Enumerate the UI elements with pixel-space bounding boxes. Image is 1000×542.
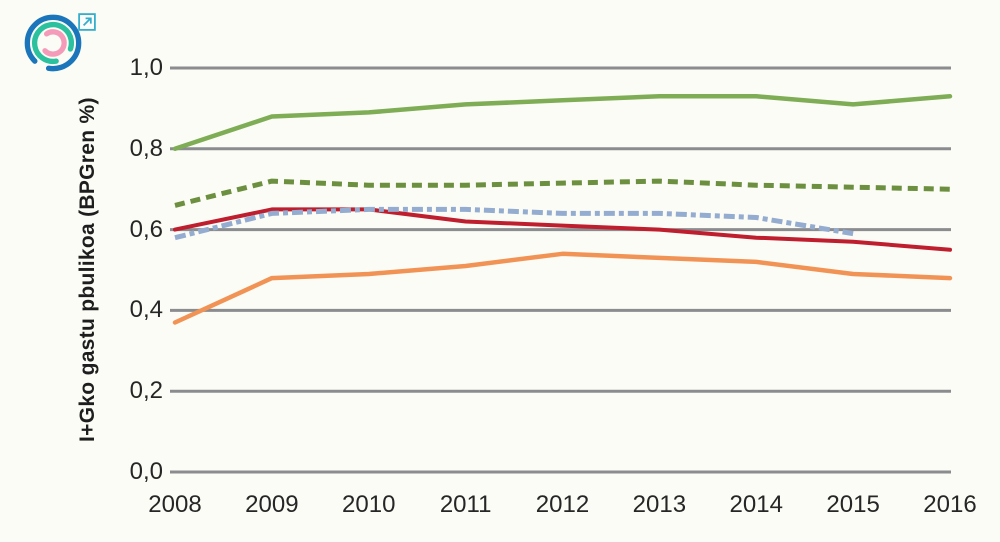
y-tick-label: 1,0 xyxy=(129,54,163,81)
logo-inner-arc xyxy=(39,29,67,57)
x-tick-label: 2010 xyxy=(342,491,396,518)
logo-outer-arc xyxy=(24,14,82,72)
y-tick-label: 0,4 xyxy=(129,296,163,324)
x-tick-label: 2012 xyxy=(535,491,590,518)
logo-middle-arc xyxy=(31,21,75,65)
circular-arcs-logo xyxy=(24,14,82,72)
x-tick-label: 2008 xyxy=(148,491,202,518)
green-dashed-line xyxy=(174,178,951,208)
external-link-icon[interactable] xyxy=(78,13,96,31)
y-tick-label: 0,0 xyxy=(129,458,163,485)
x-tick-label: 2009 xyxy=(245,491,299,518)
x-tick-label: 2014 xyxy=(729,491,783,518)
blue-dash-dot-line xyxy=(174,206,854,241)
x-tick-label: 2013 xyxy=(632,491,687,518)
green-solid-line xyxy=(172,94,953,152)
x-tick-label: 2011 xyxy=(439,491,492,518)
y-tick-label: 0,8 xyxy=(129,134,163,162)
orange-solid-line xyxy=(172,251,953,325)
y-tick-label: 0,6 xyxy=(129,215,163,243)
x-tick-label: 2015 xyxy=(826,491,880,518)
red-solid-line xyxy=(173,207,952,252)
x-tick-label: 2016 xyxy=(923,491,977,518)
y-tick-label: 0,2 xyxy=(129,377,163,405)
